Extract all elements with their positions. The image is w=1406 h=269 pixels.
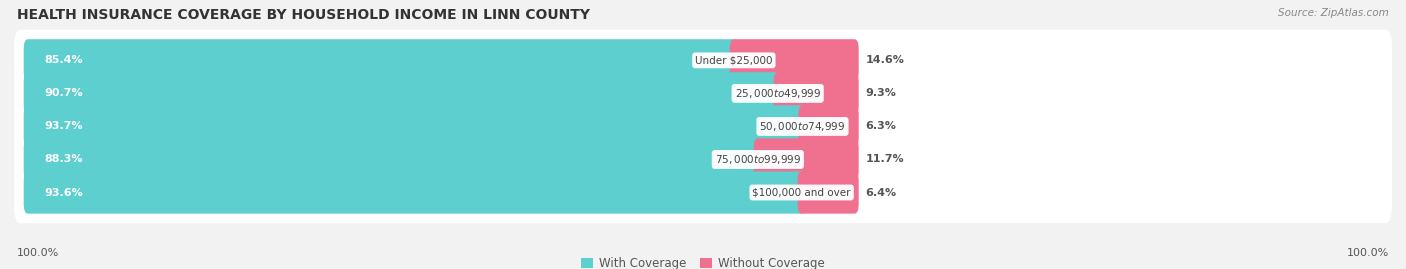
FancyBboxPatch shape	[14, 162, 1392, 223]
FancyBboxPatch shape	[24, 138, 762, 180]
Text: 100.0%: 100.0%	[17, 248, 59, 258]
Text: 11.7%: 11.7%	[866, 154, 904, 164]
FancyBboxPatch shape	[24, 72, 782, 115]
Text: $75,000 to $99,999: $75,000 to $99,999	[714, 153, 801, 166]
Text: $50,000 to $74,999: $50,000 to $74,999	[759, 120, 845, 133]
Text: 90.7%: 90.7%	[45, 89, 83, 98]
Text: 100.0%: 100.0%	[1347, 248, 1389, 258]
FancyBboxPatch shape	[799, 105, 859, 148]
FancyBboxPatch shape	[797, 171, 859, 214]
FancyBboxPatch shape	[14, 30, 1392, 91]
FancyBboxPatch shape	[773, 72, 859, 115]
Text: 93.6%: 93.6%	[45, 187, 83, 197]
Text: 14.6%: 14.6%	[866, 55, 904, 65]
Text: Source: ZipAtlas.com: Source: ZipAtlas.com	[1278, 8, 1389, 18]
FancyBboxPatch shape	[754, 138, 859, 180]
Text: 88.3%: 88.3%	[45, 154, 83, 164]
Text: Under $25,000: Under $25,000	[695, 55, 773, 65]
Text: HEALTH INSURANCE COVERAGE BY HOUSEHOLD INCOME IN LINN COUNTY: HEALTH INSURANCE COVERAGE BY HOUSEHOLD I…	[17, 8, 591, 22]
FancyBboxPatch shape	[730, 39, 859, 82]
Text: 93.7%: 93.7%	[45, 121, 83, 132]
Text: 9.3%: 9.3%	[866, 89, 897, 98]
Text: 6.4%: 6.4%	[866, 187, 897, 197]
Text: 6.3%: 6.3%	[866, 121, 897, 132]
FancyBboxPatch shape	[24, 171, 806, 214]
FancyBboxPatch shape	[14, 96, 1392, 157]
FancyBboxPatch shape	[14, 129, 1392, 190]
Text: $100,000 and over: $100,000 and over	[752, 187, 851, 197]
Text: $25,000 to $49,999: $25,000 to $49,999	[734, 87, 821, 100]
FancyBboxPatch shape	[24, 39, 738, 82]
FancyBboxPatch shape	[24, 105, 807, 148]
Legend: With Coverage, Without Coverage: With Coverage, Without Coverage	[576, 253, 830, 269]
Text: 85.4%: 85.4%	[45, 55, 83, 65]
FancyBboxPatch shape	[14, 63, 1392, 124]
